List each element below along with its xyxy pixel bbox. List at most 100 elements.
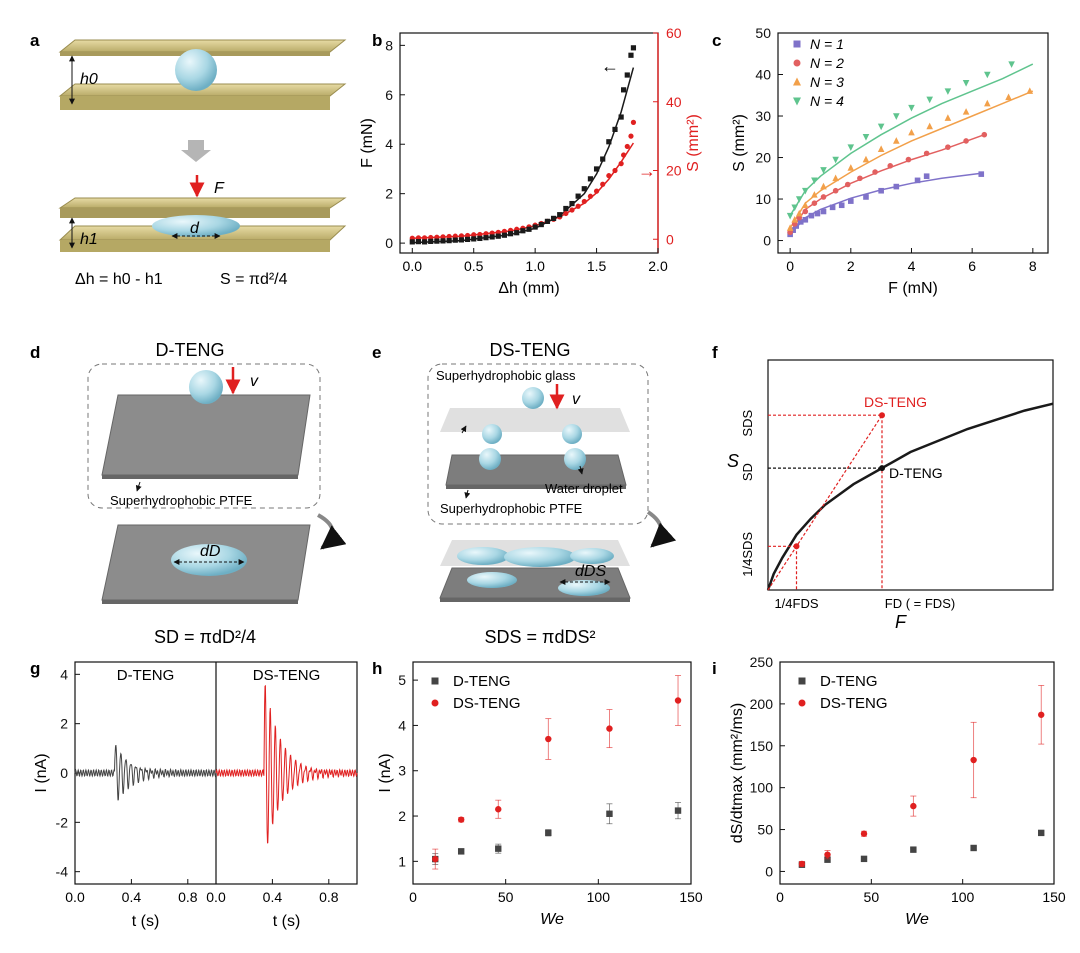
- g-trace-1: [74, 744, 217, 801]
- g-x-tick-label: 0.0: [65, 889, 85, 905]
- axes-frame: [779, 661, 1055, 885]
- b-point-F: [409, 239, 415, 245]
- i-y-tick-label: 150: [750, 738, 774, 754]
- c-point-n3: [802, 201, 809, 209]
- b-point-S: [628, 133, 634, 139]
- b-point-S: [464, 232, 471, 239]
- b-point-F: [458, 237, 465, 243]
- b-x-tick-label: 0.0: [403, 258, 423, 274]
- h-point-d: [457, 848, 465, 855]
- g-x-tick-label: 0.4: [263, 889, 283, 905]
- c-point-n4: [962, 80, 970, 87]
- b-point-F: [434, 238, 440, 244]
- b-point-F: [600, 156, 606, 162]
- b-point-S: [587, 193, 594, 199]
- i-y-tick-label: 50: [757, 822, 773, 838]
- c-point-n1: [893, 183, 900, 190]
- force-label: F: [214, 180, 225, 197]
- f-point-quarter: [793, 543, 800, 550]
- b-point-F: [415, 239, 422, 245]
- g-y-tick-label: 0: [60, 765, 68, 781]
- f-xlabel-quarter: 1/4FDS: [774, 596, 818, 611]
- i-y-tick-label: 100: [750, 780, 774, 796]
- c-point-n2: [945, 144, 951, 150]
- c-point-n1: [797, 219, 804, 225]
- b-point-S: [452, 233, 458, 239]
- h-x-tick-label: 50: [498, 889, 514, 905]
- b-point-F: [483, 235, 489, 241]
- b-point-F: [440, 238, 446, 244]
- f-ylabel-SDS: SDS: [740, 410, 755, 437]
- c-x-tick-label: 0: [786, 258, 794, 274]
- chart-i: 0 50 100 150 0 50 100 150 200 250 D-TENG DS-TENG We d…: [729, 654, 1066, 928]
- g-subpanel-label: DS-TENG: [253, 667, 321, 684]
- c-point-n3: [877, 145, 885, 153]
- chart-g: -4 -2 0 2 4 0.0 0.4 0.8 D-TENG 0.0 0.4 0.8 DS-TENG t …: [33, 661, 358, 930]
- h-ylabel: I (nA): [377, 753, 394, 792]
- h-y-tick-label: 4: [398, 717, 406, 733]
- curved-arrow-icon: [316, 513, 347, 550]
- c-point-n3: [786, 224, 794, 231]
- c-point-n1: [863, 194, 869, 200]
- i-point-d: [970, 844, 977, 852]
- b-arrow-left: ←: [601, 56, 619, 76]
- f-ylabel-quarter: 1/4SDS: [740, 532, 755, 577]
- panel-letter-h: h: [372, 659, 382, 678]
- c-point-n3: [820, 182, 827, 190]
- c-point-n4: [795, 196, 803, 203]
- axes-frame: [412, 661, 692, 885]
- delta-h-equation: Δh = h0 - h1: [75, 271, 163, 288]
- c-point-n2: [811, 200, 818, 206]
- i-legend-label: DS-TENG: [820, 695, 888, 712]
- h-y-tick-label: 3: [398, 763, 406, 779]
- c-x-tick-label: 4: [908, 258, 916, 274]
- i-y-tick-label: 250: [750, 654, 774, 670]
- b-y-tick-label: 0: [385, 235, 393, 251]
- c-point-n4: [926, 96, 933, 104]
- droplet-sphere: [175, 49, 217, 91]
- f-ylabel-SD: SD: [740, 463, 755, 481]
- area-equation: S = πd²/4: [220, 271, 288, 288]
- i-y-tick-label: 200: [750, 696, 774, 712]
- b-point-S: [621, 152, 627, 158]
- b-point-S: [421, 235, 428, 241]
- b-y2-tick-label: 40: [666, 94, 682, 110]
- axes-frame: [767, 359, 1054, 591]
- chart-f: D-TENG DS-TENG SDS SD 1/4SDS 1/4FDS FD ( = FDS…: [727, 359, 1054, 632]
- c-legend-label: N = 4: [810, 93, 844, 109]
- h1-label: h1: [80, 231, 98, 248]
- i-point-d: [860, 855, 868, 863]
- c-legend-label: N = 2: [810, 55, 844, 71]
- h-y-tick-label: 1: [398, 853, 406, 869]
- c-point-n3: [1005, 93, 1012, 101]
- panel-letter-b: b: [372, 31, 382, 50]
- i-point-ds: [824, 851, 831, 858]
- c-point-n1: [914, 177, 921, 184]
- c-point-n1: [923, 173, 930, 180]
- c-point-n3: [862, 155, 870, 163]
- c-fit-1: [789, 172, 982, 235]
- b-point-S: [600, 181, 606, 187]
- panel-letter-g: g: [30, 659, 40, 678]
- d-ptfe-label: Superhydrophobic PTFE: [110, 493, 253, 508]
- g-y-tick-label: -2: [56, 814, 69, 830]
- c-point-n3: [893, 137, 900, 144]
- chart-b: 0.0 0.5 1.0 1.5 2.0 0 2 4 6 8 0 20 40 60 Δh (mm) F (mN)…: [359, 25, 702, 297]
- c-point-n3: [962, 108, 970, 115]
- panel-letter-i: i: [712, 659, 717, 678]
- c-point-n1: [820, 208, 827, 215]
- b-point-S: [581, 198, 587, 205]
- panel-letter-a: a: [30, 31, 40, 50]
- b-point-S: [440, 234, 446, 240]
- c-y-tick-label: 20: [755, 150, 771, 166]
- b-point-F: [587, 176, 594, 182]
- b-point-F: [464, 236, 471, 243]
- c-point-n1: [814, 210, 821, 217]
- down-arrow-icon: [181, 140, 211, 162]
- d-diameter-label: dD: [200, 543, 221, 560]
- g-xlabel-left: t (s): [132, 913, 160, 930]
- c-legend-marker: [793, 77, 801, 86]
- i-x-tick-label: 100: [951, 889, 975, 905]
- h-y-tick-label: 2: [398, 808, 406, 824]
